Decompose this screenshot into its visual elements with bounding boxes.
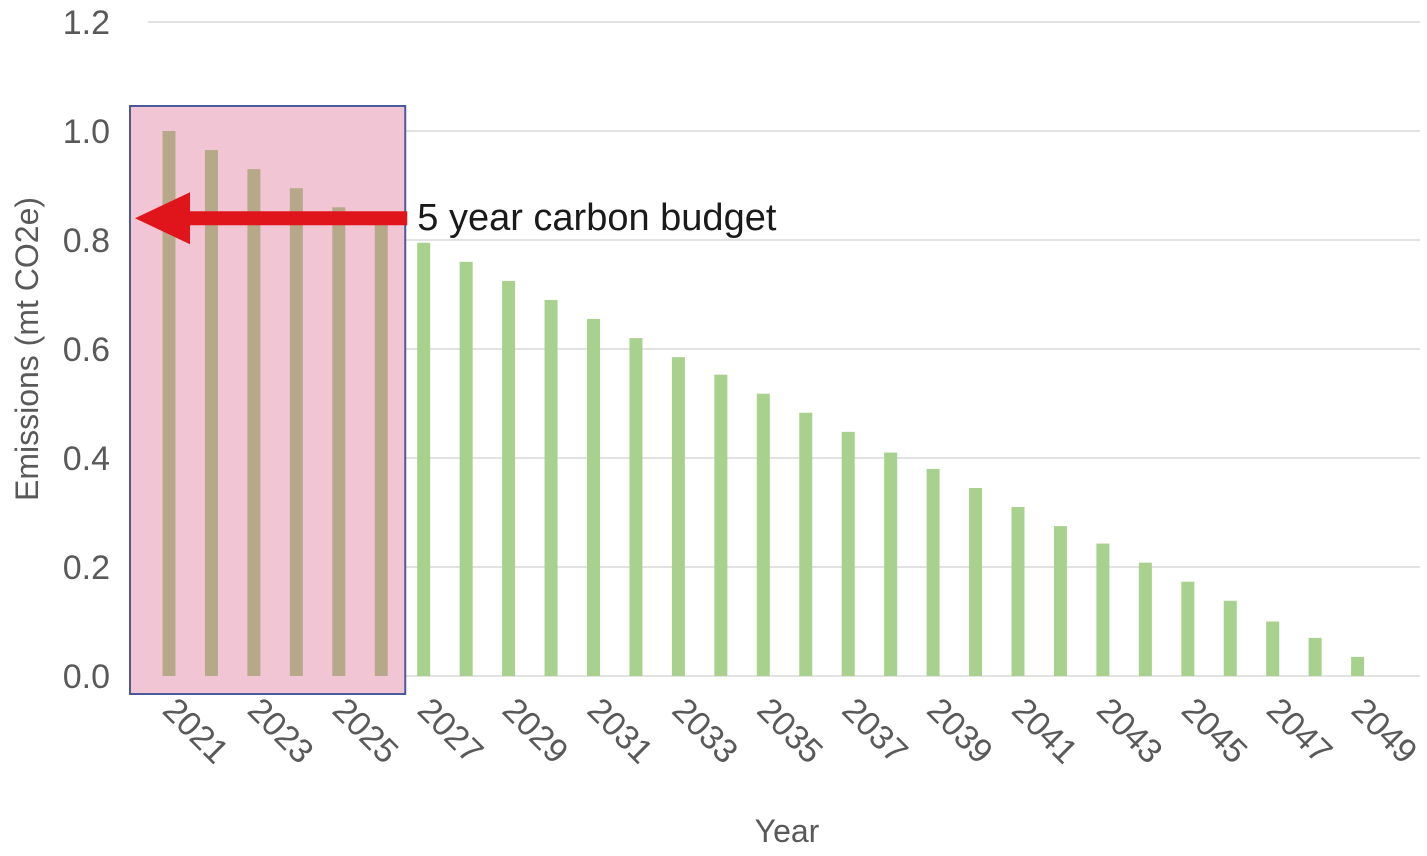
x-tick-label: 2037 [835,691,915,771]
x-tick-label: 2021 [155,691,235,771]
bar-2024 [289,188,303,676]
bar-2045 [1181,581,1195,676]
bar-series [162,131,1365,677]
bar-2028 [459,261,473,676]
y-tick-label: 1.2 [63,4,110,42]
x-tick-label: 2027 [410,691,490,771]
y-tick-label: 0.0 [63,658,110,696]
bar-2044 [1138,562,1152,676]
bar-2042 [1053,526,1067,676]
bar-2022 [204,150,218,676]
bar-2039 [926,468,940,676]
y-axis-title: Emissions (mt CO2e) [9,197,45,501]
x-axis-title: Year [755,813,820,849]
bar-2025 [332,207,346,677]
y-tick-label: 0.2 [63,549,110,587]
y-axis-ticks: 0.0 0.2 0.4 0.6 0.8 1.0 1.2 [63,4,110,696]
bar-2033 [671,357,685,676]
x-axis-ticks: 2021 2023 2025 2027 2029 2031 2033 2035 2037 2039… [155,691,1424,771]
y-tick-label: 0.8 [63,222,110,260]
bar-2031 [587,319,600,676]
annotation-label: 5 year carbon budget [417,197,777,239]
y-tick-label: 0.4 [63,440,110,478]
bar-2049 [1351,656,1365,676]
bar-2047 [1266,621,1280,676]
bar-2029 [502,280,516,676]
x-tick-label: 2043 [1089,691,1169,771]
annotation-arrow [135,192,408,245]
x-tick-label: 2025 [325,691,405,771]
x-tick-label: 2029 [495,691,575,771]
x-tick-label: 2035 [750,691,830,771]
bar-2034 [714,374,728,676]
x-tick-label: 2049 [1344,691,1424,771]
y-tick-label: 0.6 [63,331,110,369]
annotation: 5 year carbon budget [135,192,777,245]
bar-2041 [1011,507,1025,676]
bar-2035 [756,393,770,676]
bar-2048 [1308,637,1322,676]
x-tick-label: 2041 [1004,691,1084,771]
bar-2037 [841,431,855,676]
bar-2021 [162,131,176,676]
x-tick-label: 2023 [240,691,320,771]
y-tick-label: 1.0 [63,113,110,151]
carbon-budget-highlight-border [129,105,407,695]
bar-2043 [1096,543,1110,676]
bar-2030 [544,299,558,676]
x-tick-label: 2039 [919,691,999,771]
bar-2026 [374,223,388,676]
bar-2023 [247,169,261,676]
x-tick-label: 2045 [1174,691,1254,771]
bar-2027 [417,242,431,676]
bar-2032 [629,338,643,676]
bar-2046 [1223,600,1237,676]
bar-2038 [884,452,898,676]
x-tick-label: 2031 [580,691,660,771]
x-tick-label: 2047 [1259,691,1339,771]
bar-2036 [799,412,813,676]
bar-2040 [969,487,983,676]
x-tick-label: 2033 [665,691,745,771]
